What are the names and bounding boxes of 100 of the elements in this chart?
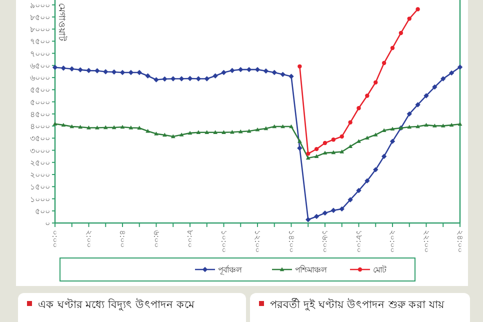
point — [424, 93, 429, 98]
x-tick-label: ৮:০০ — [186, 230, 194, 248]
point — [457, 64, 463, 70]
point — [382, 60, 386, 66]
x-tick-label: ৬:০০ — [152, 230, 161, 248]
point — [314, 214, 320, 220]
point — [178, 76, 184, 82]
point — [381, 154, 387, 159]
point — [52, 122, 58, 126]
point — [415, 102, 420, 108]
y-axis-title: মেগাওয়াট — [56, 3, 68, 42]
point — [254, 66, 260, 72]
point — [136, 70, 142, 76]
point — [356, 106, 361, 110]
y-tick-label: ০ — [45, 219, 50, 228]
point — [78, 124, 83, 129]
point — [230, 130, 234, 134]
y-tick-label: ৯০০০ — [30, 0, 50, 10]
point — [280, 72, 286, 78]
point — [432, 124, 437, 128]
point — [306, 156, 310, 160]
x-tick-label: ১০:০০ — [219, 230, 228, 253]
y-tick-label: ৫৫০০ — [30, 86, 50, 95]
point — [137, 126, 142, 130]
y-tick-label: ৬০০০ — [30, 74, 50, 83]
point — [449, 122, 454, 127]
point — [348, 144, 353, 148]
point — [222, 130, 226, 134]
point — [340, 150, 344, 154]
point — [297, 146, 302, 151]
point — [112, 125, 116, 130]
text: এক ঘণ্টার মধ্যে বিদ্যুৎ উৎপাদন কমে — [38, 297, 196, 311]
x-tick-label: ২২:০০ — [422, 230, 431, 253]
y-tick-label: ১০০০ — [30, 194, 50, 204]
point — [94, 126, 100, 130]
y-tick-label: ৩৫০০ — [30, 134, 50, 144]
point — [364, 178, 370, 184]
point — [289, 124, 294, 128]
x-tick-label: ১৪:০০ — [286, 230, 296, 253]
point — [179, 132, 184, 136]
x-tick-label: ১৮:০০ — [354, 230, 364, 253]
point — [280, 124, 286, 128]
point — [390, 138, 396, 144]
point — [170, 76, 176, 82]
point — [356, 139, 361, 143]
x-tick-label: ২:০০ — [84, 230, 94, 248]
point — [272, 70, 277, 76]
x-tick-label: ৪:০০ — [118, 230, 127, 248]
point — [272, 124, 277, 128]
point — [221, 70, 226, 76]
point — [306, 217, 311, 222]
x-tick-label: ১৬:০০ — [320, 230, 330, 253]
point — [86, 68, 92, 74]
point — [424, 122, 428, 127]
point — [145, 73, 150, 78]
y-tick-label: ৬৫০০ — [30, 61, 50, 70]
y-tick-label: ৫০০০ — [30, 98, 50, 107]
y-tick-label: ৮০০০ — [30, 25, 50, 34]
y-tick-label: ৪৫০০ — [30, 110, 50, 119]
legend-label: পূর্বাঞ্চল — [218, 266, 243, 274]
x-tick-label: ০:০০ — [50, 230, 60, 248]
point — [255, 127, 260, 132]
point — [238, 129, 243, 134]
point — [61, 122, 66, 127]
point — [128, 126, 134, 130]
point — [314, 154, 319, 158]
text: পরবর্তী দুই ঘণ্টায় উৎপাদন শুরু করা যায় — [270, 297, 446, 311]
point — [330, 208, 336, 213]
point — [213, 130, 218, 134]
point — [390, 46, 395, 50]
y-tick-label: ৪০০০ — [30, 122, 50, 132]
point — [298, 64, 302, 69]
point — [70, 124, 74, 128]
point — [263, 68, 269, 74]
point — [440, 124, 446, 128]
legend-label: পশ্চিমাঞ্চল — [295, 266, 328, 274]
point — [339, 206, 344, 212]
point — [340, 134, 344, 139]
point — [103, 125, 108, 130]
point — [212, 73, 218, 78]
x-tick-label: ২৪:০০ — [456, 230, 464, 253]
point — [264, 126, 268, 130]
point — [348, 120, 352, 125]
y-tick-label: ২৫০০ — [30, 158, 50, 168]
point — [196, 76, 202, 82]
point — [170, 134, 176, 138]
point — [364, 136, 370, 140]
point — [322, 150, 328, 155]
point — [416, 7, 420, 12]
point — [86, 126, 91, 130]
point — [356, 188, 362, 194]
point — [458, 122, 462, 126]
point — [297, 139, 302, 143]
point — [204, 130, 210, 134]
point — [365, 94, 370, 98]
point — [432, 84, 438, 90]
point — [322, 210, 328, 216]
point — [331, 138, 336, 142]
point — [196, 130, 201, 134]
point — [238, 66, 244, 72]
